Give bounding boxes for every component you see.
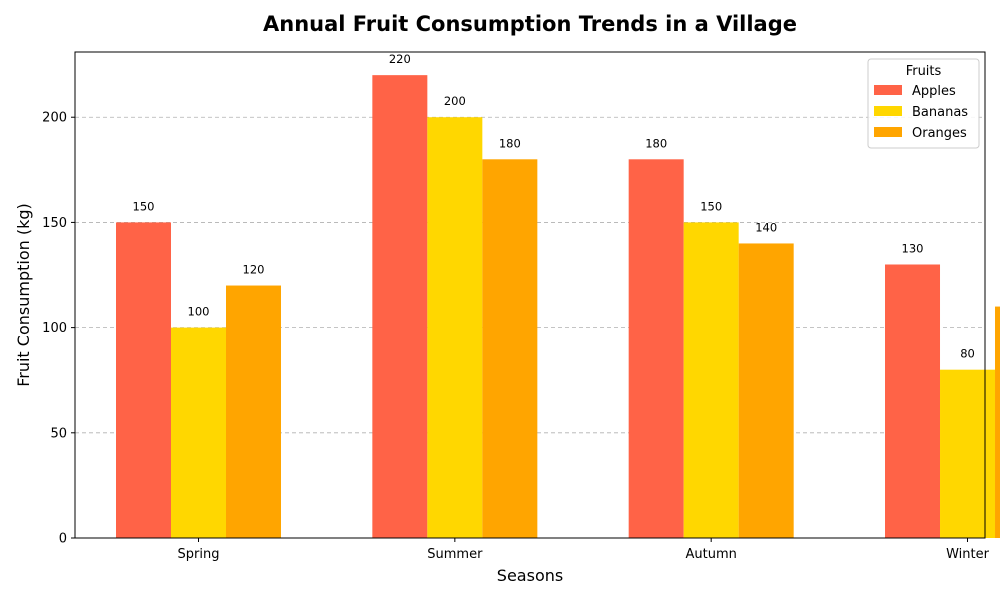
bar-bananas-winter bbox=[940, 369, 996, 538]
legend-title: Fruits bbox=[906, 64, 942, 79]
data-label: 150 bbox=[700, 199, 722, 213]
bar-bananas-autumn bbox=[683, 222, 739, 538]
legend-swatch-bananas bbox=[874, 106, 902, 116]
bar-oranges-autumn bbox=[738, 243, 794, 539]
y-axis-ticks: 0 50 100 150 200 bbox=[42, 111, 75, 547]
bar-apples-winter bbox=[885, 264, 941, 538]
data-labels: 15010012022020018018015014013080110 bbox=[133, 52, 975, 361]
legend-label-bananas: Bananas bbox=[912, 105, 968, 120]
data-label: 100 bbox=[188, 305, 210, 319]
bar-oranges-spring bbox=[226, 285, 281, 538]
y-tick-label: 50 bbox=[50, 426, 67, 441]
legend-box bbox=[867, 58, 980, 149]
legend-swatch-oranges bbox=[874, 127, 902, 137]
legend-label-apples: Apples bbox=[912, 84, 956, 99]
x-tick-label: Spring bbox=[178, 547, 220, 562]
x-axis-label: Seasons bbox=[497, 566, 563, 585]
bar-apples-spring bbox=[116, 222, 171, 538]
y-tick-label: 200 bbox=[42, 111, 67, 126]
data-label: 140 bbox=[755, 220, 777, 234]
y-tick-label: 0 bbox=[59, 532, 67, 547]
data-label: 150 bbox=[133, 199, 155, 213]
data-label: 120 bbox=[243, 263, 265, 277]
data-label: 180 bbox=[499, 136, 521, 150]
x-axis-ticks: Spring Summer Autumn Winter bbox=[178, 538, 990, 562]
data-label: 200 bbox=[444, 94, 466, 108]
legend: Fruits Apples Bananas Oranges bbox=[867, 58, 980, 149]
data-label: 130 bbox=[902, 241, 924, 255]
bars bbox=[116, 75, 1000, 539]
chart-title: Annual Fruit Consumption Trends in a Vil… bbox=[263, 12, 797, 36]
x-tick-label: Winter bbox=[946, 547, 990, 562]
bar-bananas-summer bbox=[427, 117, 483, 539]
bar-bananas-spring bbox=[171, 327, 226, 538]
bar-oranges-winter bbox=[995, 306, 1000, 538]
legend-label-oranges: Oranges bbox=[912, 126, 967, 141]
y-tick-label: 150 bbox=[42, 216, 67, 231]
bar-apples-autumn bbox=[628, 159, 684, 538]
bar-oranges-summer bbox=[482, 159, 538, 538]
bar-apples-summer bbox=[372, 75, 428, 539]
data-label: 180 bbox=[645, 136, 667, 150]
legend-swatch-apples bbox=[874, 85, 902, 95]
y-tick-label: 100 bbox=[42, 321, 67, 336]
x-tick-label: Autumn bbox=[685, 547, 736, 562]
data-label: 220 bbox=[389, 52, 411, 66]
x-tick-label: Summer bbox=[427, 547, 483, 562]
y-axis-label: Fruit Consumption (kg) bbox=[14, 203, 33, 387]
plot-frame bbox=[74, 51, 986, 539]
data-label: 80 bbox=[960, 347, 975, 361]
